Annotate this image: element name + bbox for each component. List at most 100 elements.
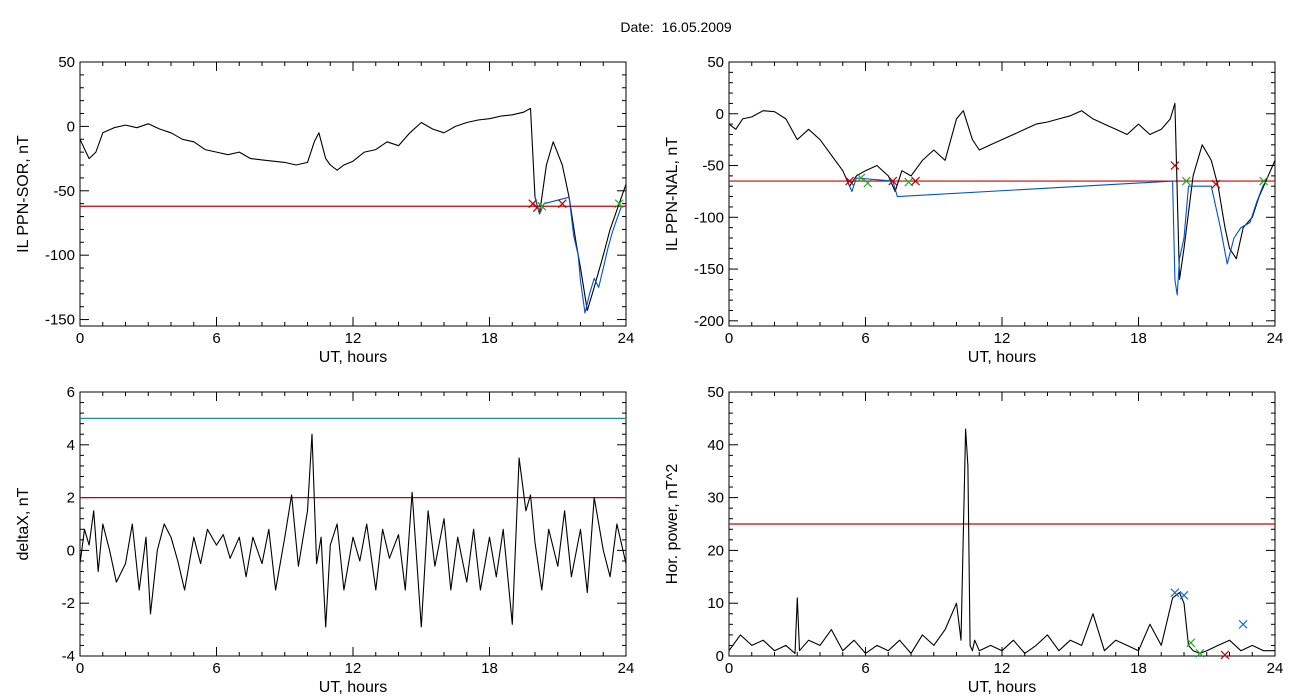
y-tick-label: -200 bbox=[694, 313, 724, 330]
x-tick-label: 18 bbox=[481, 660, 498, 677]
y-tick-label: 50 bbox=[58, 54, 75, 71]
y-tick-label: -100 bbox=[45, 247, 75, 264]
data-marker bbox=[1238, 619, 1248, 629]
data-marker bbox=[614, 199, 624, 209]
x-tick-label: 24 bbox=[618, 330, 635, 347]
x-axis-label: UT, hours bbox=[968, 679, 1036, 696]
y-axis-label: deltaX, nT bbox=[15, 487, 32, 560]
y-tick-label: 6 bbox=[67, 384, 75, 401]
y-tick-label: 20 bbox=[707, 542, 724, 559]
x-tick-label: 24 bbox=[1267, 660, 1284, 677]
y-tick-label: -150 bbox=[694, 261, 724, 278]
x-axis-label: UT, hours bbox=[319, 679, 387, 696]
data-marker bbox=[557, 199, 567, 209]
y-tick-label: 10 bbox=[707, 595, 724, 612]
data-marker bbox=[1211, 179, 1221, 189]
data-marker bbox=[1170, 588, 1180, 598]
x-tick-label: 18 bbox=[1130, 660, 1147, 677]
data-marker bbox=[1181, 176, 1191, 186]
series-line-1 bbox=[79, 107, 627, 312]
plot-panel-3: 0 6 12 18 24 6 4 2 0 -2 -4 UT, hours deltaX, nT bbox=[15, 384, 634, 696]
data-marker bbox=[1259, 176, 1269, 186]
marker-stroke bbox=[1181, 176, 1191, 186]
plot-panel-4: 0 6 12 18 24 50 40 30 20 10 0 UT, hours Hor. power, … bbox=[664, 384, 1283, 696]
x-tick-label: 24 bbox=[618, 660, 635, 677]
series-line-1 bbox=[79, 433, 627, 628]
data-marker bbox=[888, 176, 898, 186]
data-marker bbox=[1195, 648, 1205, 658]
data-marker bbox=[911, 176, 920, 186]
series-line-1 bbox=[728, 428, 1275, 654]
plot-panel-2: 0 6 12 18 24 50 0 -50 -100 -150 -200 UT, hours IL PP… bbox=[664, 54, 1283, 366]
y-tick-label: -150 bbox=[45, 312, 75, 329]
y-axis-label: IL PPN-SOR, nT bbox=[15, 135, 32, 253]
y-tick-label: 0 bbox=[716, 648, 724, 665]
series-line-2 bbox=[534, 196, 623, 314]
marker-stroke bbox=[1195, 648, 1205, 658]
marker-stroke bbox=[614, 199, 624, 209]
marker-stroke bbox=[1186, 638, 1196, 648]
x-tick-label: 12 bbox=[345, 330, 362, 347]
y-axis-label: Hor. power, nT^2 bbox=[664, 464, 681, 585]
marker-stroke bbox=[1259, 176, 1269, 186]
x-tick-label: 18 bbox=[481, 330, 498, 347]
marker-stroke bbox=[1179, 590, 1189, 600]
marker-stroke bbox=[1170, 588, 1180, 598]
marker-stroke bbox=[863, 178, 873, 188]
y-tick-label: 4 bbox=[67, 437, 75, 454]
data-marker bbox=[1220, 650, 1230, 660]
x-tick-label: 6 bbox=[212, 660, 220, 677]
x-tick-label: 6 bbox=[861, 330, 869, 347]
y-axis-label: IL PPN-NAL, nT bbox=[664, 137, 681, 251]
marker-stroke bbox=[528, 199, 538, 209]
data-marker bbox=[863, 178, 873, 188]
x-tick-label: 6 bbox=[861, 660, 869, 677]
marker-stroke bbox=[1211, 179, 1221, 189]
series-line-2 bbox=[846, 177, 1265, 296]
x-tick-label: 6 bbox=[212, 330, 220, 347]
x-tick-label: 12 bbox=[994, 330, 1011, 347]
x-tick-label: 18 bbox=[1130, 330, 1147, 347]
y-tick-label: 2 bbox=[67, 490, 75, 507]
figure-title: Date: 16.05.2009 bbox=[620, 19, 732, 35]
x-tick-label: 12 bbox=[345, 660, 362, 677]
y-tick-label: -100 bbox=[694, 209, 724, 226]
marker-stroke bbox=[1170, 161, 1180, 170]
y-tick-label: 30 bbox=[707, 490, 724, 507]
series-line-1 bbox=[728, 102, 1276, 280]
marker-stroke bbox=[1238, 619, 1248, 629]
plot-panel-1: 0 6 12 18 24 50 0 -50 -100 -150 UT, hours IL PPN-SO… bbox=[15, 54, 634, 366]
y-tick-label: 40 bbox=[707, 437, 724, 454]
y-tick-label: 0 bbox=[67, 542, 75, 559]
x-tick-label: 0 bbox=[76, 330, 84, 347]
y-tick-label: -50 bbox=[702, 158, 724, 175]
y-tick-label: 50 bbox=[707, 54, 724, 71]
marker-stroke bbox=[557, 199, 567, 209]
data-marker bbox=[1170, 161, 1180, 170]
x-tick-label: 0 bbox=[76, 660, 84, 677]
x-axis-label: UT, hours bbox=[968, 349, 1036, 366]
marker-stroke bbox=[904, 177, 914, 187]
plot-frame bbox=[79, 391, 627, 657]
y-tick-label: 0 bbox=[716, 106, 724, 123]
marker-stroke bbox=[845, 176, 854, 186]
y-tick-label: -2 bbox=[62, 595, 75, 612]
marker-stroke bbox=[911, 176, 920, 186]
x-tick-label: 0 bbox=[725, 330, 733, 347]
data-marker bbox=[537, 201, 547, 211]
plot-frame bbox=[79, 61, 627, 327]
data-marker bbox=[856, 173, 866, 183]
x-axis-label: UT, hours bbox=[319, 349, 387, 366]
data-marker bbox=[1179, 590, 1189, 600]
x-tick-label: 24 bbox=[1267, 330, 1284, 347]
x-tick-label: 0 bbox=[725, 660, 733, 677]
y-tick-label: -50 bbox=[53, 183, 75, 200]
x-tick-label: 12 bbox=[994, 660, 1011, 677]
marker-stroke bbox=[856, 173, 866, 183]
marker-stroke bbox=[537, 201, 547, 211]
y-tick-label: -4 bbox=[62, 648, 75, 665]
data-marker bbox=[845, 176, 854, 186]
y-tick-label: 0 bbox=[67, 118, 75, 135]
y-tick-label: 50 bbox=[707, 384, 724, 401]
